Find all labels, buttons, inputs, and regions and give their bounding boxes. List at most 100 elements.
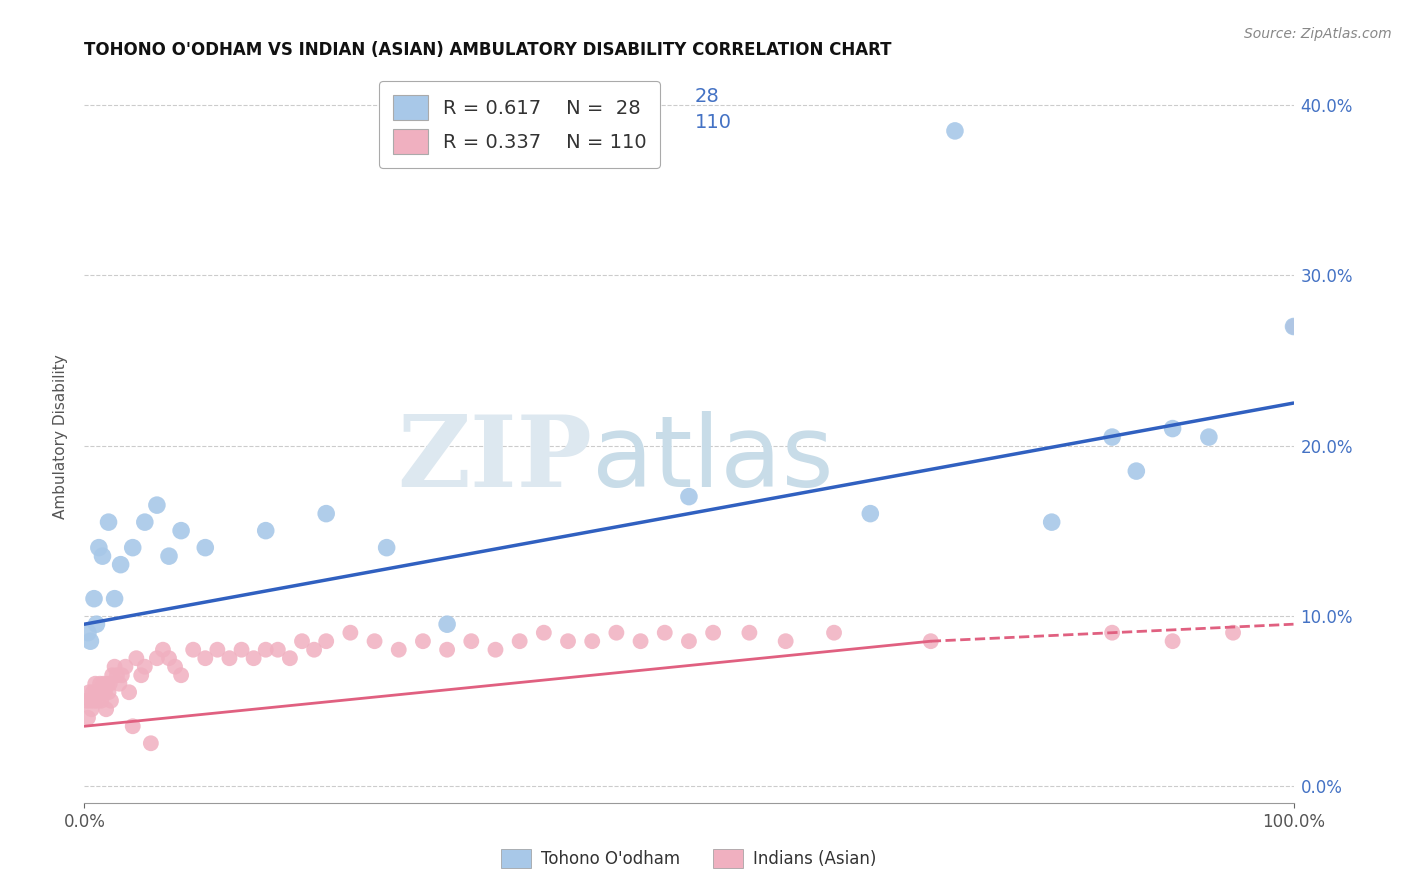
Point (114, 659, 136, 673)
Point (118, 685, 141, 699)
Point (121, 719, 143, 733)
Point (278, 651, 301, 665)
Point (1222, 625, 1244, 640)
Point (460, 634, 482, 648)
Point (484, 642, 506, 657)
Point (254, 642, 277, 657)
Point (96, 677, 118, 691)
Point (267, 642, 290, 657)
Point (157, 549, 180, 563)
Point (363, 634, 385, 648)
Point (509, 634, 531, 648)
Point (315, 634, 337, 648)
Point (87, 685, 110, 699)
Point (242, 651, 264, 665)
Point (94, 685, 117, 699)
Point (775, 634, 797, 648)
Point (1282, 319, 1305, 334)
Point (79, 694, 101, 708)
Point (93, 677, 115, 691)
Point (1161, 421, 1184, 435)
Point (181, 642, 204, 657)
Point (1161, 634, 1184, 648)
Text: 28: 28 (695, 87, 720, 106)
Point (83, 591, 105, 606)
Point (1040, 515, 1063, 529)
Point (1101, 625, 1123, 640)
Point (654, 625, 676, 640)
Text: 110: 110 (695, 113, 733, 132)
Point (436, 642, 458, 657)
Point (194, 541, 217, 555)
Legend: R = 0.617    N =  28, R = 0.337    N = 110: R = 0.617 N = 28, R = 0.337 N = 110 (380, 81, 661, 168)
Point (339, 625, 361, 640)
Point (86, 617, 108, 632)
Point (108, 677, 131, 691)
Point (1125, 464, 1147, 478)
Text: atlas: atlas (592, 410, 834, 508)
Point (146, 498, 169, 512)
Point (84, 677, 107, 691)
Point (678, 634, 700, 648)
Point (412, 634, 434, 648)
Point (254, 524, 277, 538)
Point (139, 736, 162, 750)
Point (152, 642, 174, 657)
Point (110, 558, 132, 572)
Text: Source: ZipAtlas.com: Source: ZipAtlas.com (1244, 27, 1392, 41)
Text: 0.617: 0.617 (550, 87, 606, 106)
Point (1198, 430, 1220, 444)
Point (101, 668, 124, 682)
Point (97, 685, 120, 699)
Point (1282, 319, 1305, 334)
Point (104, 659, 127, 673)
Point (79, 634, 101, 648)
Point (823, 625, 845, 640)
Point (581, 634, 603, 648)
Point (170, 524, 193, 538)
Point (859, 507, 882, 521)
Point (94, 702, 117, 716)
Point (86, 685, 108, 699)
Point (83, 694, 105, 708)
Point (100, 694, 122, 708)
Point (89, 677, 111, 691)
Point (738, 625, 761, 640)
Point (436, 617, 458, 632)
Point (77, 685, 100, 699)
Point (86, 694, 108, 708)
Point (80, 702, 103, 716)
Point (76, 694, 98, 708)
Point (87, 541, 110, 555)
Point (943, 124, 966, 138)
Point (146, 651, 169, 665)
Point (90, 694, 112, 708)
Point (194, 651, 217, 665)
Point (630, 634, 652, 648)
Point (920, 634, 942, 648)
Point (121, 541, 143, 555)
Point (315, 507, 337, 521)
Point (157, 651, 180, 665)
Point (231, 642, 253, 657)
Point (91, 549, 114, 563)
Text: ZIP: ZIP (398, 410, 592, 508)
Point (702, 625, 724, 640)
Point (105, 668, 128, 682)
Point (533, 625, 555, 640)
Point (557, 634, 579, 648)
Point (165, 659, 187, 673)
Text: TOHONO O'ODHAM VS INDIAN (ASIAN) AMBULATORY DISABILITY CORRELATION CHART: TOHONO O'ODHAM VS INDIAN (ASIAN) AMBULAT… (84, 41, 891, 59)
Point (98, 677, 121, 691)
Point (97, 515, 120, 529)
Point (82, 685, 104, 699)
Point (207, 642, 229, 657)
Point (1101, 430, 1123, 444)
Y-axis label: Ambulatory Disability: Ambulatory Disability (53, 355, 69, 519)
Point (134, 515, 156, 529)
Point (129, 668, 152, 682)
Text: 0.337: 0.337 (550, 113, 606, 132)
Point (678, 490, 700, 504)
Point (125, 651, 148, 665)
Point (218, 651, 240, 665)
